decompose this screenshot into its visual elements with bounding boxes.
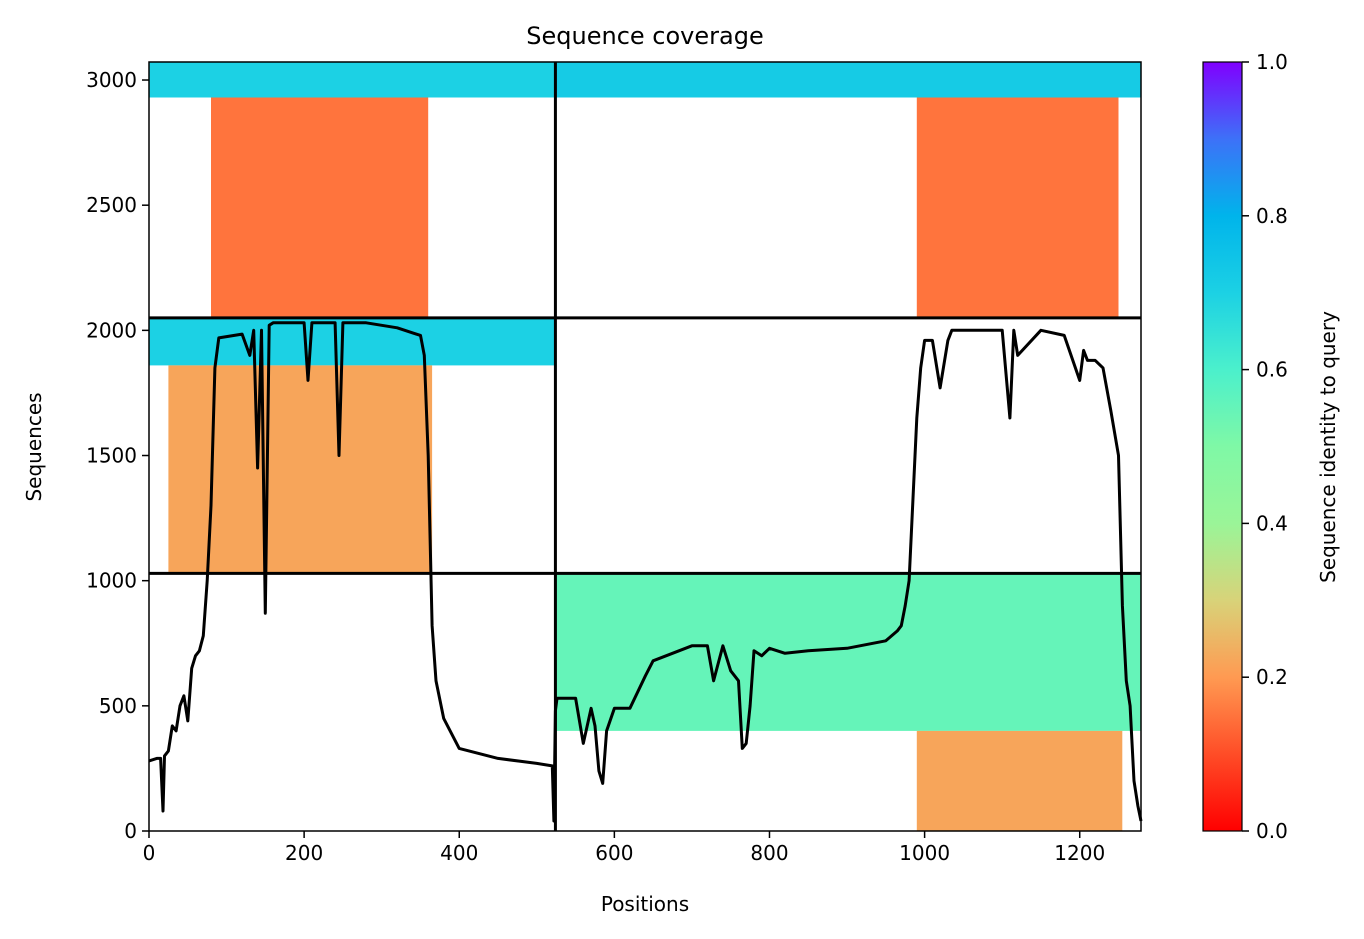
- y-tick-label: 2000: [86, 318, 137, 342]
- y-axis-ticks: 0 500 1000 1500 2000 2500 3000: [86, 68, 149, 843]
- heatmap-block-3: [149, 317, 556, 366]
- y-axis-title: Sequences: [22, 392, 46, 501]
- x-axis-ticks: 0 200 400 600 800 1000 1200: [143, 831, 1105, 865]
- colorbar-tick-label: 1.0: [1256, 50, 1288, 74]
- x-tick-label: 600: [595, 841, 633, 865]
- x-tick-label: 400: [440, 841, 478, 865]
- x-tick-label: 200: [285, 841, 323, 865]
- plot-frame: [148, 61, 1142, 832]
- coverage-line: [148, 321, 1143, 823]
- heatmap-block-2: [211, 97, 429, 318]
- coverage-heatmap: [149, 62, 1141, 831]
- colorbar-ticks: 0.0 0.2 0.4 0.6 0.8 1.0: [1242, 50, 1288, 843]
- x-tick-label: 800: [750, 841, 788, 865]
- chart-title: Sequence coverage: [526, 22, 763, 50]
- heatmap-block-5: [555, 62, 1141, 98]
- colorbar-tick-label: 0.4: [1256, 511, 1288, 535]
- coverage-line-layer: [148, 321, 1143, 823]
- y-tick-label: 0: [124, 819, 137, 843]
- heatmap-block-8: [916, 730, 1123, 831]
- x-tick-label: 0: [143, 841, 156, 865]
- y-tick-label: 3000: [86, 68, 137, 92]
- colorbar-tick-label: 0.6: [1256, 358, 1288, 382]
- heatmap-block-7: [555, 573, 1141, 731]
- y-tick-label: 2500: [86, 193, 137, 217]
- colorbar-tick-label: 0.0: [1256, 819, 1288, 843]
- y-tick-label: 1500: [86, 444, 137, 468]
- heatmap-block-6: [916, 97, 1119, 318]
- heatmap-block-1: [149, 62, 556, 98]
- colorbar: [1202, 61, 1243, 832]
- x-tick-label: 1000: [899, 841, 950, 865]
- y-tick-label: 1000: [86, 569, 137, 593]
- colorbar-tick-label: 0.2: [1256, 665, 1288, 689]
- x-tick-label: 1200: [1054, 841, 1105, 865]
- colorbar-tick-label: 0.8: [1256, 204, 1288, 228]
- x-axis-title: Positions: [601, 892, 689, 916]
- block-dividers: [149, 62, 1141, 831]
- colorbar-label: Sequence identity to query: [1316, 311, 1340, 583]
- y-tick-label: 500: [99, 694, 137, 718]
